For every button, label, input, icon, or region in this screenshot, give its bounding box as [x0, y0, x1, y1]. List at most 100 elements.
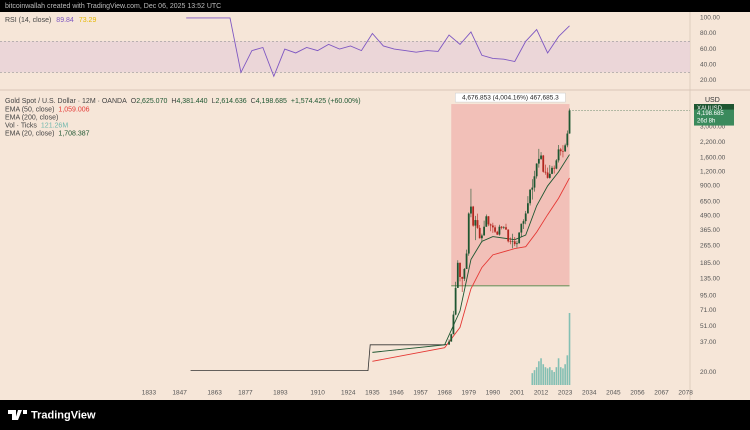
candle-body [485, 216, 488, 227]
header-text: bitcoinwallah created with TradingView.c… [5, 3, 221, 10]
legend-name: EMA (200, close) [5, 114, 58, 121]
ohlc-letter: H [171, 98, 176, 105]
candle-body [483, 226, 485, 236]
measure-label-bg [455, 92, 566, 103]
candle-body [478, 227, 481, 239]
rsi-tick-label: 80.00 [700, 30, 717, 37]
candle-body [555, 160, 558, 169]
candle-body [474, 220, 477, 226]
volume-bar [555, 367, 558, 385]
y-tick-label: 365.00 [700, 227, 720, 234]
legend-name: Vol · Ticks [5, 122, 37, 129]
candle-body [529, 189, 531, 204]
candle-body [467, 213, 470, 254]
ema-line [372, 177, 570, 362]
x-tick-label: 1893 [273, 390, 288, 397]
volume-bar [568, 313, 571, 385]
candle-body [559, 149, 562, 152]
y-tick-label: 3,000.00 [700, 124, 726, 131]
x-tick-label: 2012 [534, 390, 549, 397]
x-tick-label: 2045 [606, 390, 621, 397]
legend-entry: EMA (200, close) [5, 114, 58, 121]
candle-body [494, 227, 496, 232]
legend-value: 121.26M [41, 122, 68, 129]
candle-body [522, 221, 525, 224]
legend-entry: EMA (20, close) 1,708.387 [5, 130, 90, 137]
y-tick-label: 1,600.00 [700, 154, 726, 161]
legend-value: 1,708.387 [58, 130, 89, 137]
y-tick-label: 71.00 [700, 307, 717, 314]
candle-body [487, 216, 490, 225]
candle-body [564, 145, 567, 152]
chart-background [0, 12, 750, 400]
volume-bar [557, 358, 560, 385]
y-tick-label: 135.00 [700, 275, 720, 282]
legend-value: 1,059.006 [58, 106, 89, 113]
rsi-tick-label: 20.00 [700, 77, 717, 84]
x-tick-label: 1877 [238, 390, 253, 397]
x-tick-label: 2067 [654, 390, 669, 397]
candle-body [509, 241, 512, 242]
y-tick-label: 1,200.00 [700, 169, 726, 176]
x-tick-label: 1924 [341, 390, 356, 397]
measure-box [451, 104, 570, 286]
volume-bar [544, 367, 547, 385]
x-tick-label: 1910 [310, 390, 325, 397]
y-tick-label: 650.00 [700, 199, 720, 206]
candle-body [498, 226, 501, 235]
candle-body [456, 262, 459, 288]
candle-body [546, 172, 549, 178]
volume-bar [562, 368, 564, 385]
currency: USD [705, 97, 720, 104]
x-tick-label: 1863 [207, 390, 222, 397]
rsi-ma-value: 73.29 [79, 17, 97, 24]
candle-body [463, 268, 466, 279]
candle-body [491, 225, 494, 228]
x-tick-label: 2023 [558, 390, 573, 397]
rsi-band [0, 41, 690, 73]
symbol-tag: XAUUSD [697, 106, 723, 112]
volume-bar [559, 367, 562, 385]
rsi-value: 89.84 [56, 17, 74, 24]
y-tick-label: 900.00 [700, 183, 720, 190]
ohlc-letter: O [131, 98, 137, 105]
candle-body [465, 253, 468, 269]
candle-body [489, 224, 492, 226]
candle-body [553, 167, 556, 169]
candle-body [518, 232, 521, 244]
y-tick-label: 265.00 [700, 242, 720, 249]
volume-bar [564, 364, 566, 385]
y-tick-label: 95.00 [700, 293, 717, 300]
rsi-line [186, 17, 570, 78]
x-tick-label: 2001 [510, 390, 525, 397]
candle-body [470, 206, 472, 214]
x-tick-label: 1833 [142, 390, 157, 397]
x-tick-label: 1979 [462, 390, 477, 397]
y-tick-label: 37.00 [700, 339, 717, 346]
candle-body [557, 149, 560, 161]
x-tick-label: 2034 [582, 390, 597, 397]
candle-body [448, 341, 450, 345]
y-tick-label: 490.00 [700, 212, 720, 219]
candle-body [524, 213, 527, 222]
price-tag: 4,198.685 [697, 111, 724, 117]
candle-body [496, 231, 499, 235]
ohlc-value: 4,198.685 [256, 98, 287, 105]
volume-bar [533, 370, 536, 385]
x-tick-label: 1957 [413, 390, 428, 397]
candle-body [516, 243, 518, 245]
ohlc-letter: C [251, 98, 256, 105]
candle-body [500, 226, 503, 228]
candle-body [461, 276, 464, 279]
candle-body [533, 176, 536, 188]
symbol-tag-bg [694, 104, 734, 112]
volume-bar [535, 367, 538, 385]
rsi-legend: RSI (14, close) 89.84 73.29 [5, 17, 96, 24]
footer-bar [0, 400, 750, 430]
volume-bar [553, 371, 555, 385]
x-tick-label: 2056 [630, 390, 645, 397]
candle-body [531, 187, 534, 190]
candle-body [472, 206, 475, 226]
x-tick-label: 1935 [365, 390, 380, 397]
